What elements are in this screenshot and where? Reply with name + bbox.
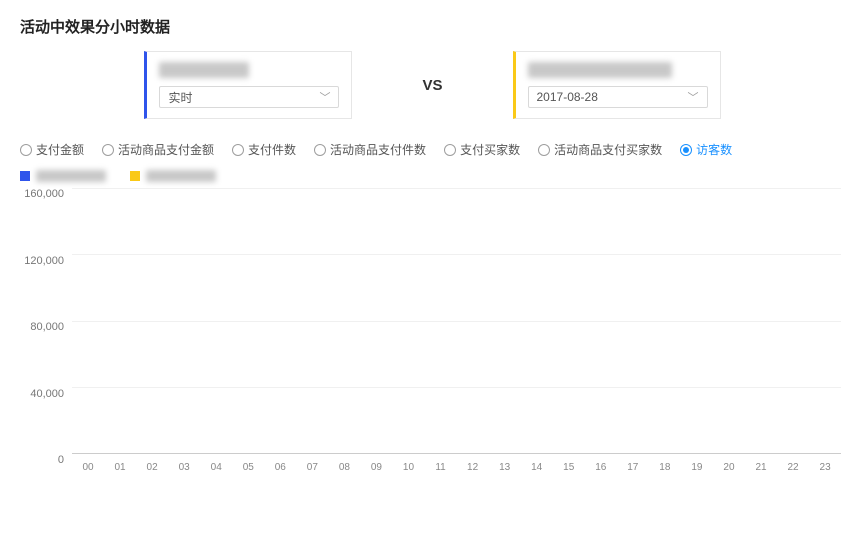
x-tick-label: 18 xyxy=(649,458,681,478)
panel-b: 2017-08-28 ﹀ xyxy=(513,51,721,119)
chevron-down-icon: ﹀ xyxy=(319,89,330,105)
panel-a: 实时 ﹀ xyxy=(144,51,352,119)
y-tick-label: 80,000 xyxy=(30,321,64,333)
x-tick-label: 02 xyxy=(136,458,168,478)
x-tick-label: 03 xyxy=(168,458,200,478)
metric-radio[interactable]: 支付件数 xyxy=(232,141,296,158)
x-tick-label: 15 xyxy=(553,458,585,478)
y-tick-label: 120,000 xyxy=(24,255,64,267)
x-tick-label: 10 xyxy=(392,458,424,478)
x-tick-label: 22 xyxy=(777,458,809,478)
x-tick-label: 04 xyxy=(200,458,232,478)
x-tick-label: 06 xyxy=(264,458,296,478)
legend-swatch-a xyxy=(20,171,30,181)
radio-dot-icon xyxy=(20,144,32,156)
x-tick-label: 16 xyxy=(585,458,617,478)
metric-label: 支付买家数 xyxy=(460,141,520,158)
y-tick-label: 0 xyxy=(58,454,64,466)
x-tick-label: 21 xyxy=(745,458,777,478)
panel-a-select[interactable]: 实时 ﹀ xyxy=(159,86,339,108)
panel-a-name-redacted xyxy=(159,62,249,78)
x-tick-label: 11 xyxy=(425,458,457,478)
radio-dot-icon xyxy=(538,144,550,156)
bars xyxy=(72,189,841,454)
panel-b-select-label: 2017-08-28 xyxy=(537,90,598,104)
x-tick-label: 01 xyxy=(104,458,136,478)
metric-radio[interactable]: 支付买家数 xyxy=(444,141,520,158)
metric-label: 活动商品支付件数 xyxy=(330,141,426,158)
radio-dot-icon xyxy=(680,144,692,156)
radio-dot-icon xyxy=(102,144,114,156)
panel-a-select-label: 实时 xyxy=(168,89,192,106)
metric-label: 支付金额 xyxy=(36,141,84,158)
metric-radios: 支付金额 活动商品支付金额 支付件数 活动商品支付件数 支付买家数 活动商品支付买家数 访客… xyxy=(20,141,845,158)
metric-radio[interactable]: 活动商品支付金额 xyxy=(102,141,214,158)
x-tick-label: 09 xyxy=(360,458,392,478)
metric-label: 访客数 xyxy=(696,141,732,158)
legend-item-a xyxy=(20,170,106,182)
x-tick-label: 20 xyxy=(713,458,745,478)
x-tick-label: 00 xyxy=(72,458,104,478)
page-title: 活动中效果分小时数据 xyxy=(20,16,845,37)
panel-b-name-redacted xyxy=(528,62,672,78)
chart: 0 40,000 80,000 120,000 160,000 000102030405… xyxy=(20,188,845,478)
plot-area xyxy=(72,188,841,454)
panel-b-select[interactable]: 2017-08-28 ﹀ xyxy=(528,86,708,108)
metric-label: 支付件数 xyxy=(248,141,296,158)
x-tick-label: 14 xyxy=(521,458,553,478)
legend xyxy=(20,170,845,182)
metric-radio[interactable]: 支付金额 xyxy=(20,141,84,158)
metric-label: 活动商品支付金额 xyxy=(118,141,214,158)
metric-radio[interactable]: 活动商品支付买家数 xyxy=(538,141,662,158)
x-tick-label: 07 xyxy=(296,458,328,478)
legend-swatch-b xyxy=(130,171,140,181)
metric-radio[interactable]: 活动商品支付件数 xyxy=(314,141,426,158)
y-tick-label: 40,000 xyxy=(30,388,64,400)
metric-label: 活动商品支付买家数 xyxy=(554,141,662,158)
x-tick-label: 19 xyxy=(681,458,713,478)
y-axis: 040,00080,000120,000160,000 xyxy=(20,188,70,454)
x-tick-label: 17 xyxy=(617,458,649,478)
radio-dot-icon xyxy=(232,144,244,156)
x-tick-label: 23 xyxy=(809,458,841,478)
compare-row: 实时 ﹀ VS 2017-08-28 ﹀ xyxy=(20,51,845,119)
x-tick-label: 12 xyxy=(457,458,489,478)
radio-dot-icon xyxy=(444,144,456,156)
gridline xyxy=(72,321,841,322)
gridline xyxy=(72,387,841,388)
gridline xyxy=(72,254,841,255)
legend-item-b xyxy=(130,170,216,182)
vs-label: VS xyxy=(422,77,442,94)
x-axis: 0001020304050607080910111213141516171819… xyxy=(72,458,841,478)
legend-a-redacted xyxy=(36,170,106,182)
chevron-down-icon: ﹀ xyxy=(688,89,699,105)
legend-b-redacted xyxy=(146,170,216,182)
x-tick-label: 08 xyxy=(328,458,360,478)
x-tick-label: 13 xyxy=(489,458,521,478)
radio-dot-icon xyxy=(314,144,326,156)
x-tick-label: 05 xyxy=(232,458,264,478)
gridline xyxy=(72,188,841,189)
y-tick-label: 160,000 xyxy=(24,188,64,200)
metric-radio[interactable]: 访客数 xyxy=(680,141,732,158)
